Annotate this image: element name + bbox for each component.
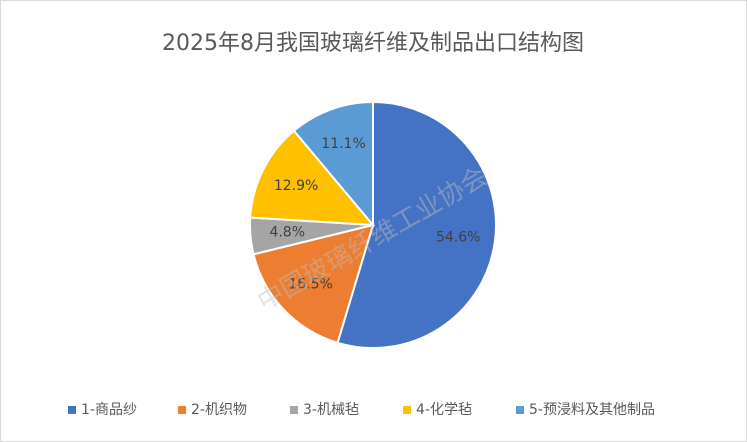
data-label: 11.1%: [321, 136, 365, 152]
legend-swatch: [516, 406, 524, 414]
data-label: 12.9%: [274, 178, 318, 194]
pie-slice: [336, 100, 497, 349]
data-label: 54.6%: [436, 230, 480, 246]
pie: 54.6% 16.5% 4.8% 12.9% 11.1%: [249, 100, 497, 349]
legend-swatch: [290, 406, 298, 414]
legend-swatch: [68, 406, 76, 414]
legend-swatch: [178, 406, 186, 414]
legend: 1-商品纱 2-机织物 3-机械毡 4-化学毡 5-预浸料及其他制品: [68, 402, 655, 418]
data-label: 16.5%: [288, 276, 332, 292]
chart-title: 2025年8月我国玻璃纤维及制品出口结构图: [162, 31, 584, 56]
pie-slice: [292, 100, 374, 228]
legend-label: 3-机械毡: [303, 402, 359, 418]
legend-swatch: [403, 406, 411, 414]
data-label: 4.8%: [269, 225, 305, 241]
pie-slice: [249, 129, 376, 227]
legend-label: 4-化学毡: [416, 402, 472, 418]
legend-label: 2-机织物: [191, 402, 247, 418]
pie-slice: [252, 223, 375, 345]
legend-label: 1-商品纱: [81, 402, 137, 418]
legend-label: 5-预浸料及其他制品: [529, 402, 655, 418]
